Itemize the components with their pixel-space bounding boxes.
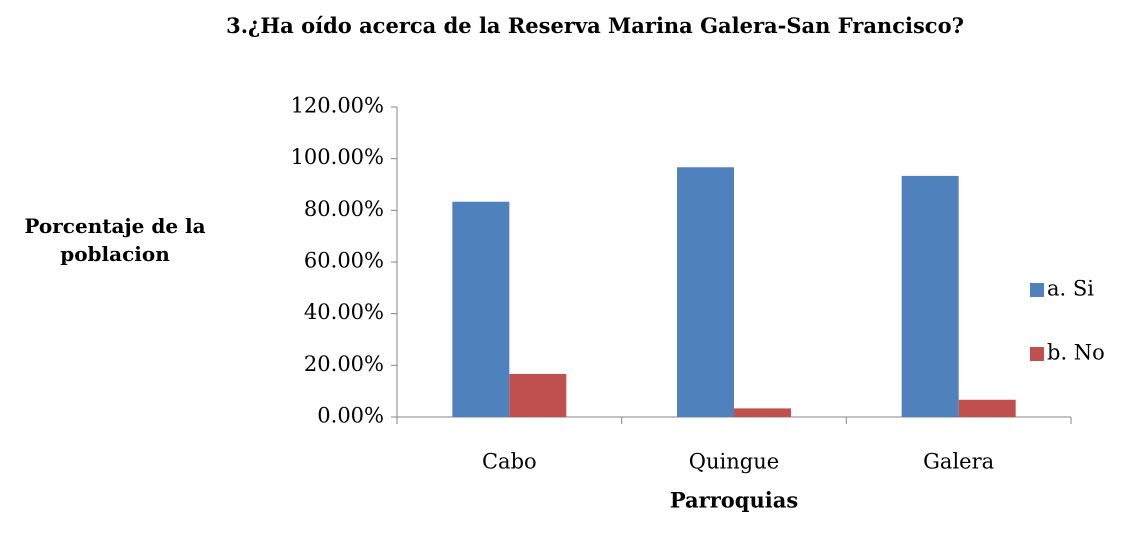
legend-label: b. No — [1047, 341, 1105, 365]
y-tick-label: 0.00% — [317, 404, 384, 428]
x-tick-label: Quingue — [689, 450, 779, 474]
y-axis-label: Porcentaje de la poblacion — [24, 214, 206, 266]
y-tick-label: 120.00% — [291, 94, 384, 118]
bar — [901, 175, 959, 417]
bar — [677, 167, 734, 417]
y-tick-label: 20.00% — [304, 352, 384, 376]
legend-swatch — [1030, 347, 1044, 361]
legend-label: a. Si — [1047, 277, 1094, 301]
x-tick-label: Cabo — [482, 450, 537, 474]
bar — [958, 399, 1016, 417]
y-tick-label: 100.00% — [291, 145, 384, 169]
chart-title: 3.¿Ha oído acerca de la Reserva Marina G… — [226, 13, 964, 38]
bar — [734, 408, 791, 417]
legend-swatch — [1030, 283, 1044, 297]
y-tick-label: 40.00% — [304, 300, 384, 324]
y-tick-label: 80.00% — [304, 197, 384, 221]
bar — [509, 373, 567, 417]
bar — [452, 201, 510, 417]
x-tick-label: Galera — [923, 450, 994, 474]
y-tick-label: 60.00% — [304, 249, 384, 273]
x-axis-label: Parroquias — [669, 487, 799, 513]
